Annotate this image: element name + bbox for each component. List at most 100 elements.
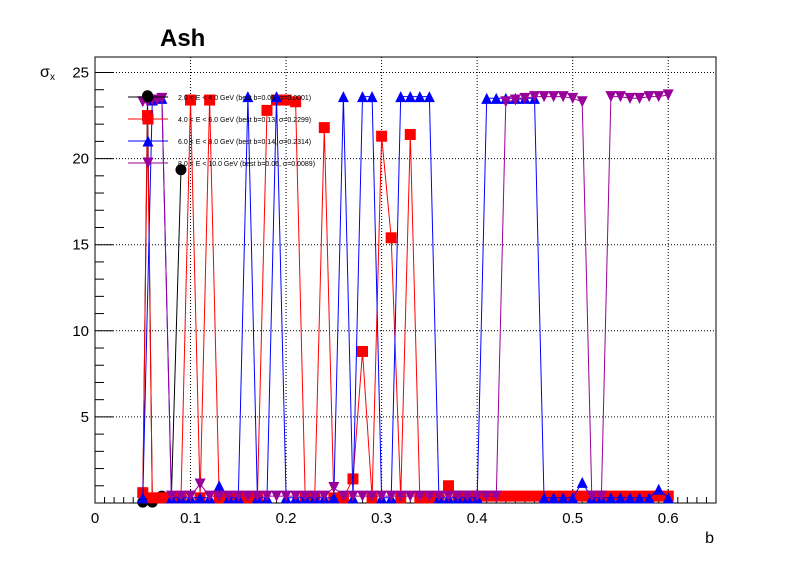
y-axis-label-subscript: x (50, 72, 55, 83)
data-point (576, 96, 588, 108)
data-point (242, 91, 254, 103)
data-point (548, 91, 560, 103)
data-point (442, 480, 454, 492)
series-line (142, 94, 669, 497)
legend-label: 8.0 < E < 10.0 GeV (best b=0.06, σ=0.008… (178, 161, 315, 168)
data-point (452, 490, 464, 502)
data-point (242, 490, 254, 502)
data-point (614, 492, 626, 504)
x-tick-label: 0.5 (562, 510, 583, 527)
legend-marker (142, 135, 154, 147)
data-point (204, 490, 216, 502)
data-point (337, 91, 349, 103)
data-point (376, 490, 388, 502)
legend-marker (142, 157, 154, 169)
legend-marker (142, 91, 154, 103)
data-point (414, 490, 426, 502)
data-point (232, 490, 244, 502)
data-point (567, 492, 579, 504)
data-point (614, 91, 626, 103)
data-point (347, 490, 359, 502)
data-point (271, 490, 283, 502)
data-point (290, 96, 302, 108)
data-point (471, 490, 483, 502)
data-point (576, 476, 588, 488)
data-point (223, 490, 235, 502)
data-point (165, 490, 177, 502)
data-point (366, 91, 378, 103)
data-point (423, 91, 435, 103)
data-point (442, 490, 454, 502)
x-axis-label: b (705, 530, 714, 547)
data-point (357, 490, 369, 502)
data-point (395, 490, 407, 502)
x-tick-label: 0.4 (467, 510, 488, 527)
data-point (290, 490, 302, 502)
data-point (251, 490, 263, 502)
data-point (586, 490, 598, 502)
data-point (280, 94, 292, 106)
data-point (481, 490, 493, 502)
series-4 (137, 89, 674, 502)
data-point (509, 490, 521, 502)
data-point (404, 490, 416, 502)
data-point (328, 482, 340, 494)
data-point (385, 490, 397, 502)
y-tick-label: 25 (72, 64, 89, 81)
data-point (175, 490, 187, 502)
data-point (653, 91, 665, 103)
x-tick-label: 0 (91, 510, 99, 527)
grid (95, 57, 716, 503)
data-point (481, 92, 493, 104)
data-point (500, 490, 512, 502)
data-point (423, 490, 435, 502)
data-point (500, 96, 512, 108)
data-point (433, 490, 445, 502)
data-point (643, 91, 655, 103)
data-point (519, 490, 531, 502)
data-point (490, 92, 502, 104)
data-point (576, 490, 588, 502)
chart-title: Ash (160, 25, 205, 52)
legend: 2.0 < E < 4.0 GeV (best b=0.06, σ=0.0001… (128, 91, 315, 169)
y-tick-label: 20 (72, 151, 89, 168)
data-point (624, 492, 636, 504)
data-point (643, 492, 655, 504)
data-point (318, 490, 330, 502)
data-point (137, 492, 149, 504)
data-point (357, 91, 369, 103)
data-point (185, 490, 197, 502)
data-point (204, 94, 216, 106)
data-point (328, 492, 340, 504)
data-point (404, 91, 416, 103)
legend-marker (142, 113, 154, 125)
data-point (357, 345, 369, 357)
data-point (213, 490, 225, 502)
data-point (146, 492, 158, 504)
data-point (194, 478, 206, 490)
x-tick-label: 0.1 (180, 510, 201, 527)
data-point (337, 490, 349, 502)
data-point (404, 128, 416, 140)
data-point (385, 232, 397, 244)
data-point (280, 490, 292, 502)
data-point (634, 92, 646, 104)
data-point (299, 490, 311, 502)
data-point (261, 104, 273, 116)
data-point (194, 492, 206, 504)
data-point (395, 91, 407, 103)
data-point (605, 492, 617, 504)
data-point (366, 490, 378, 502)
data-point (261, 490, 273, 502)
data-point (528, 91, 540, 103)
data-point (634, 492, 646, 504)
y-axis-label: σ (40, 64, 50, 81)
y-tick-label: 10 (72, 323, 89, 340)
data-point (567, 92, 579, 104)
data-point (605, 91, 617, 103)
data-point (595, 490, 607, 502)
data-point (653, 490, 665, 502)
legend-label: 6.0 < E < 8.0 GeV (best b=0.14, σ=0.2314… (178, 139, 311, 146)
